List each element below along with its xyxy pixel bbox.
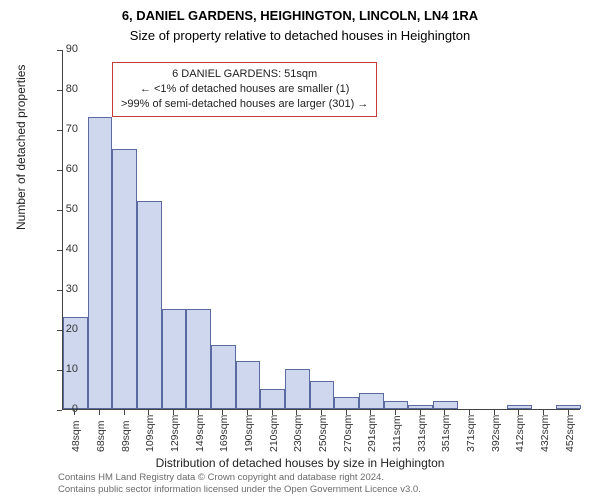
attribution-line1: Contains HM Land Registry data © Crown c… bbox=[58, 472, 421, 484]
y-tick-label: 60 bbox=[48, 163, 78, 175]
x-tick-label: 230sqm bbox=[292, 415, 304, 452]
histogram-bar bbox=[112, 149, 137, 409]
x-tick-mark bbox=[99, 410, 100, 415]
x-tick-mark bbox=[494, 410, 495, 415]
x-tick-label: 331sqm bbox=[416, 415, 428, 452]
annotation-line3: >99% of semi-detached houses are larger … bbox=[121, 97, 368, 112]
chart-container: { "chart": { "type": "histogram", "title… bbox=[0, 0, 600, 500]
x-tick-mark bbox=[296, 410, 297, 415]
annotation-line1: 6 DANIEL GARDENS: 51sqm bbox=[121, 67, 368, 82]
histogram-bar bbox=[334, 397, 359, 409]
y-tick-label: 90 bbox=[48, 43, 78, 55]
x-tick-label: 48sqm bbox=[70, 420, 82, 452]
x-tick-mark bbox=[272, 410, 273, 415]
x-tick-label: 270sqm bbox=[342, 415, 354, 452]
x-tick-mark bbox=[346, 410, 347, 415]
x-tick-label: 432sqm bbox=[539, 415, 551, 452]
histogram-bar bbox=[88, 117, 113, 409]
histogram-bar bbox=[260, 389, 285, 409]
y-tick-label: 40 bbox=[48, 243, 78, 255]
y-tick-mark bbox=[57, 250, 62, 251]
x-tick-mark bbox=[469, 410, 470, 415]
x-tick-label: 392sqm bbox=[490, 415, 502, 452]
x-tick-label: 351sqm bbox=[440, 415, 452, 452]
histogram-bar bbox=[507, 405, 532, 409]
y-tick-mark bbox=[57, 90, 62, 91]
annotation-line2: ← <1% of detached houses are smaller (1) bbox=[121, 82, 368, 97]
x-tick-label: 149sqm bbox=[194, 415, 206, 452]
y-tick-mark bbox=[57, 50, 62, 51]
x-tick-mark bbox=[543, 410, 544, 415]
histogram-bar bbox=[236, 361, 261, 409]
x-tick-mark bbox=[395, 410, 396, 415]
histogram-bar bbox=[186, 309, 211, 409]
x-tick-label: 169sqm bbox=[218, 415, 230, 452]
histogram-bar bbox=[359, 393, 384, 409]
y-tick-mark bbox=[57, 370, 62, 371]
x-tick-label: 412sqm bbox=[514, 415, 526, 452]
y-tick-label: 80 bbox=[48, 83, 78, 95]
x-tick-label: 129sqm bbox=[169, 415, 181, 452]
x-tick-mark bbox=[74, 410, 75, 415]
x-tick-mark bbox=[420, 410, 421, 415]
histogram-bar bbox=[285, 369, 310, 409]
histogram-bar bbox=[211, 345, 236, 409]
histogram-bar bbox=[556, 405, 581, 409]
attribution-line2: Contains public sector information licen… bbox=[58, 484, 421, 496]
x-tick-label: 452sqm bbox=[564, 415, 576, 452]
x-tick-mark bbox=[124, 410, 125, 415]
x-tick-label: 210sqm bbox=[268, 415, 280, 452]
y-tick-label: 50 bbox=[48, 203, 78, 215]
y-tick-mark bbox=[57, 170, 62, 171]
x-tick-mark bbox=[148, 410, 149, 415]
histogram-bar bbox=[408, 405, 433, 409]
x-tick-label: 68sqm bbox=[95, 420, 107, 452]
attribution-text: Contains HM Land Registry data © Crown c… bbox=[58, 472, 421, 496]
y-tick-mark bbox=[57, 330, 62, 331]
histogram-bar bbox=[162, 309, 187, 409]
y-tick-mark bbox=[57, 210, 62, 211]
x-tick-label: 190sqm bbox=[243, 415, 255, 452]
histogram-bar bbox=[310, 381, 335, 409]
x-tick-label: 250sqm bbox=[317, 415, 329, 452]
chart-subtitle: Size of property relative to detached ho… bbox=[0, 28, 600, 43]
histogram-bar bbox=[384, 401, 409, 409]
y-tick-label: 20 bbox=[48, 323, 78, 335]
x-tick-mark bbox=[247, 410, 248, 415]
histogram-bar bbox=[433, 401, 458, 409]
x-tick-label: 89sqm bbox=[120, 420, 132, 452]
x-tick-mark bbox=[444, 410, 445, 415]
x-tick-mark bbox=[321, 410, 322, 415]
y-tick-label: 10 bbox=[48, 363, 78, 375]
x-tick-label: 109sqm bbox=[144, 415, 156, 452]
x-tick-mark bbox=[568, 410, 569, 415]
y-tick-mark bbox=[57, 410, 62, 411]
x-tick-mark bbox=[370, 410, 371, 415]
x-tick-mark bbox=[518, 410, 519, 415]
y-tick-mark bbox=[57, 130, 62, 131]
y-tick-label: 70 bbox=[48, 123, 78, 135]
y-axis-label: Number of detached properties bbox=[14, 65, 28, 230]
y-tick-label: 30 bbox=[48, 283, 78, 295]
x-tick-label: 291sqm bbox=[366, 415, 378, 452]
histogram-bar bbox=[137, 201, 162, 409]
x-tick-mark bbox=[198, 410, 199, 415]
x-axis-label: Distribution of detached houses by size … bbox=[0, 456, 600, 470]
chart-title: 6, DANIEL GARDENS, HEIGHINGTON, LINCOLN,… bbox=[0, 8, 600, 23]
x-tick-label: 371sqm bbox=[465, 415, 477, 452]
x-tick-label: 311sqm bbox=[391, 415, 403, 452]
y-tick-mark bbox=[57, 290, 62, 291]
x-tick-mark bbox=[173, 410, 174, 415]
annotation-callout: 6 DANIEL GARDENS: 51sqm ← <1% of detache… bbox=[112, 62, 377, 117]
x-tick-mark bbox=[222, 410, 223, 415]
